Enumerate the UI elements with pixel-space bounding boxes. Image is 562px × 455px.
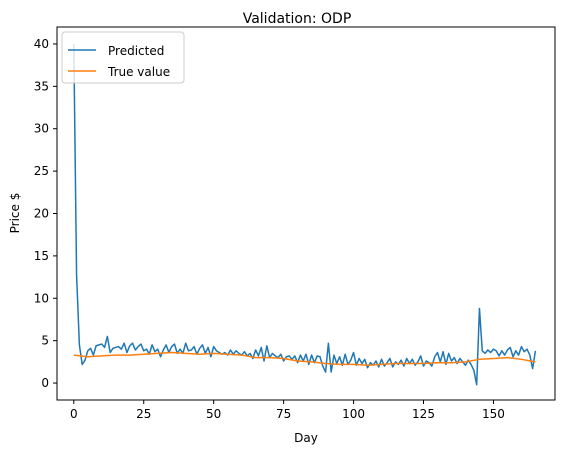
y-axis: 0 5 10 15 20 25 30 35 40 bbox=[34, 37, 57, 390]
y-axis-label: Price $ bbox=[8, 193, 22, 234]
y-tick-label: 25 bbox=[34, 164, 49, 178]
x-tick-label: 25 bbox=[136, 407, 151, 421]
y-tick-label: 15 bbox=[34, 249, 49, 263]
y-tick-label: 5 bbox=[41, 334, 49, 348]
x-axis: 0 25 50 75 100 125 150 bbox=[70, 400, 505, 421]
plot-lines bbox=[74, 44, 536, 385]
series-line-predicted bbox=[74, 44, 536, 385]
y-tick-label: 0 bbox=[41, 376, 49, 390]
y-tick-label: 40 bbox=[34, 37, 49, 51]
legend: Predicted True value bbox=[62, 32, 184, 83]
x-tick-label: 125 bbox=[412, 407, 435, 421]
x-tick-label: 50 bbox=[206, 407, 221, 421]
x-tick-label: 0 bbox=[70, 407, 78, 421]
y-tick-label: 10 bbox=[34, 291, 49, 305]
y-tick-label: 20 bbox=[34, 207, 49, 221]
y-tick-label: 35 bbox=[34, 79, 49, 93]
legend-label-true-value: True value bbox=[107, 65, 170, 79]
y-tick-label: 30 bbox=[34, 122, 49, 136]
x-axis-label: Day bbox=[294, 431, 318, 445]
x-tick-label: 75 bbox=[276, 407, 291, 421]
chart-title: Validation: ODP bbox=[243, 11, 352, 27]
x-tick-label: 100 bbox=[342, 407, 365, 421]
x-tick-label: 150 bbox=[482, 407, 505, 421]
legend-label-predicted: Predicted bbox=[108, 44, 164, 58]
